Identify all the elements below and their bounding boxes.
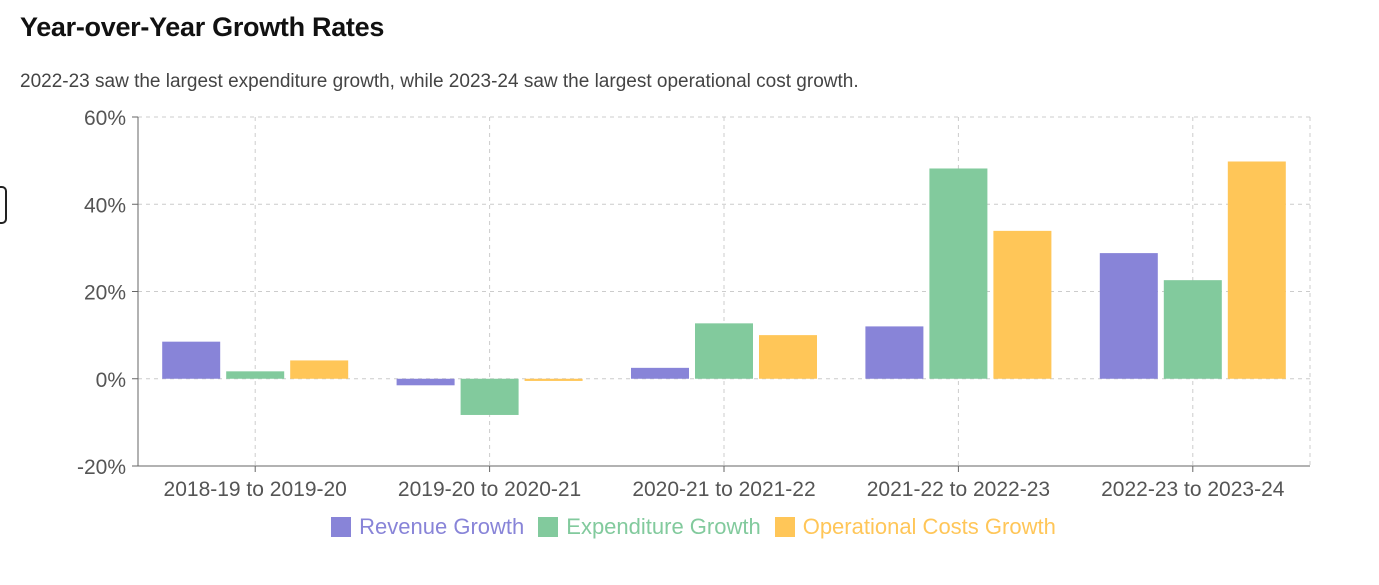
x-tick-label: 2018-19 to 2019-20 — [164, 478, 347, 501]
bar-revenue-growth[interactable] — [631, 367, 689, 379]
bar-revenue-growth[interactable] — [162, 341, 221, 379]
bar-operational-costs-growth[interactable] — [759, 335, 817, 379]
legend-item[interactable]: Operational Costs Growth — [774, 514, 1056, 540]
y-tick-label: 40% — [84, 194, 126, 217]
y-tick-label: -20% — [77, 456, 126, 479]
bar-operational-costs-growth[interactable] — [524, 378, 583, 381]
legend-swatch — [774, 517, 795, 537]
bars — [162, 161, 1286, 415]
legend: Revenue Growth Expenditure Growth Operatio… — [0, 514, 1379, 540]
legend-label: Revenue Growth — [359, 514, 525, 539]
x-tick-label: 2021-22 to 2022-23 — [867, 478, 1050, 501]
legend-label: Expenditure Growth — [566, 514, 761, 539]
bar-operational-costs-growth[interactable] — [1227, 161, 1286, 379]
side-handle[interactable] — [0, 186, 7, 224]
axes: -20% 0% 20% 40% 60% 2018-19 to 2019-20 2019-20… — [77, 107, 1310, 501]
x-tick-label: 2019-20 to 2020-21 — [398, 478, 581, 501]
bar-revenue-growth[interactable] — [396, 378, 455, 386]
bar-expenditure-growth[interactable] — [929, 168, 988, 379]
y-tick-label: 0% — [96, 369, 126, 392]
x-tick-label: 2020-21 to 2021-22 — [632, 478, 815, 501]
bar-expenditure-growth[interactable] — [460, 378, 519, 415]
legend-swatch — [538, 517, 559, 537]
y-tick-label: 60% — [84, 107, 126, 130]
legend-item[interactable]: Expenditure Growth — [538, 514, 761, 540]
bar-expenditure-growth[interactable] — [695, 323, 753, 379]
y-tick-label: 20% — [84, 282, 126, 305]
chart-subtitle: 2022-23 saw the largest expenditure grow… — [20, 71, 859, 92]
x-tick-label: 2022-23 to 2023-24 — [1101, 478, 1285, 501]
bar-operational-costs-growth[interactable] — [993, 230, 1052, 379]
bar-expenditure-growth[interactable] — [226, 371, 285, 379]
bar-revenue-growth[interactable] — [865, 326, 924, 379]
chart-title: Year-over-Year Growth Rates — [20, 12, 385, 42]
legend-label: Operational Costs Growth — [802, 514, 1056, 539]
legend-swatch — [331, 517, 352, 537]
bar-expenditure-growth[interactable] — [1163, 280, 1222, 379]
legend-item[interactable]: Revenue Growth — [331, 514, 524, 540]
bar-revenue-growth[interactable] — [1099, 253, 1158, 379]
bar-operational-costs-growth[interactable] — [290, 360, 349, 379]
